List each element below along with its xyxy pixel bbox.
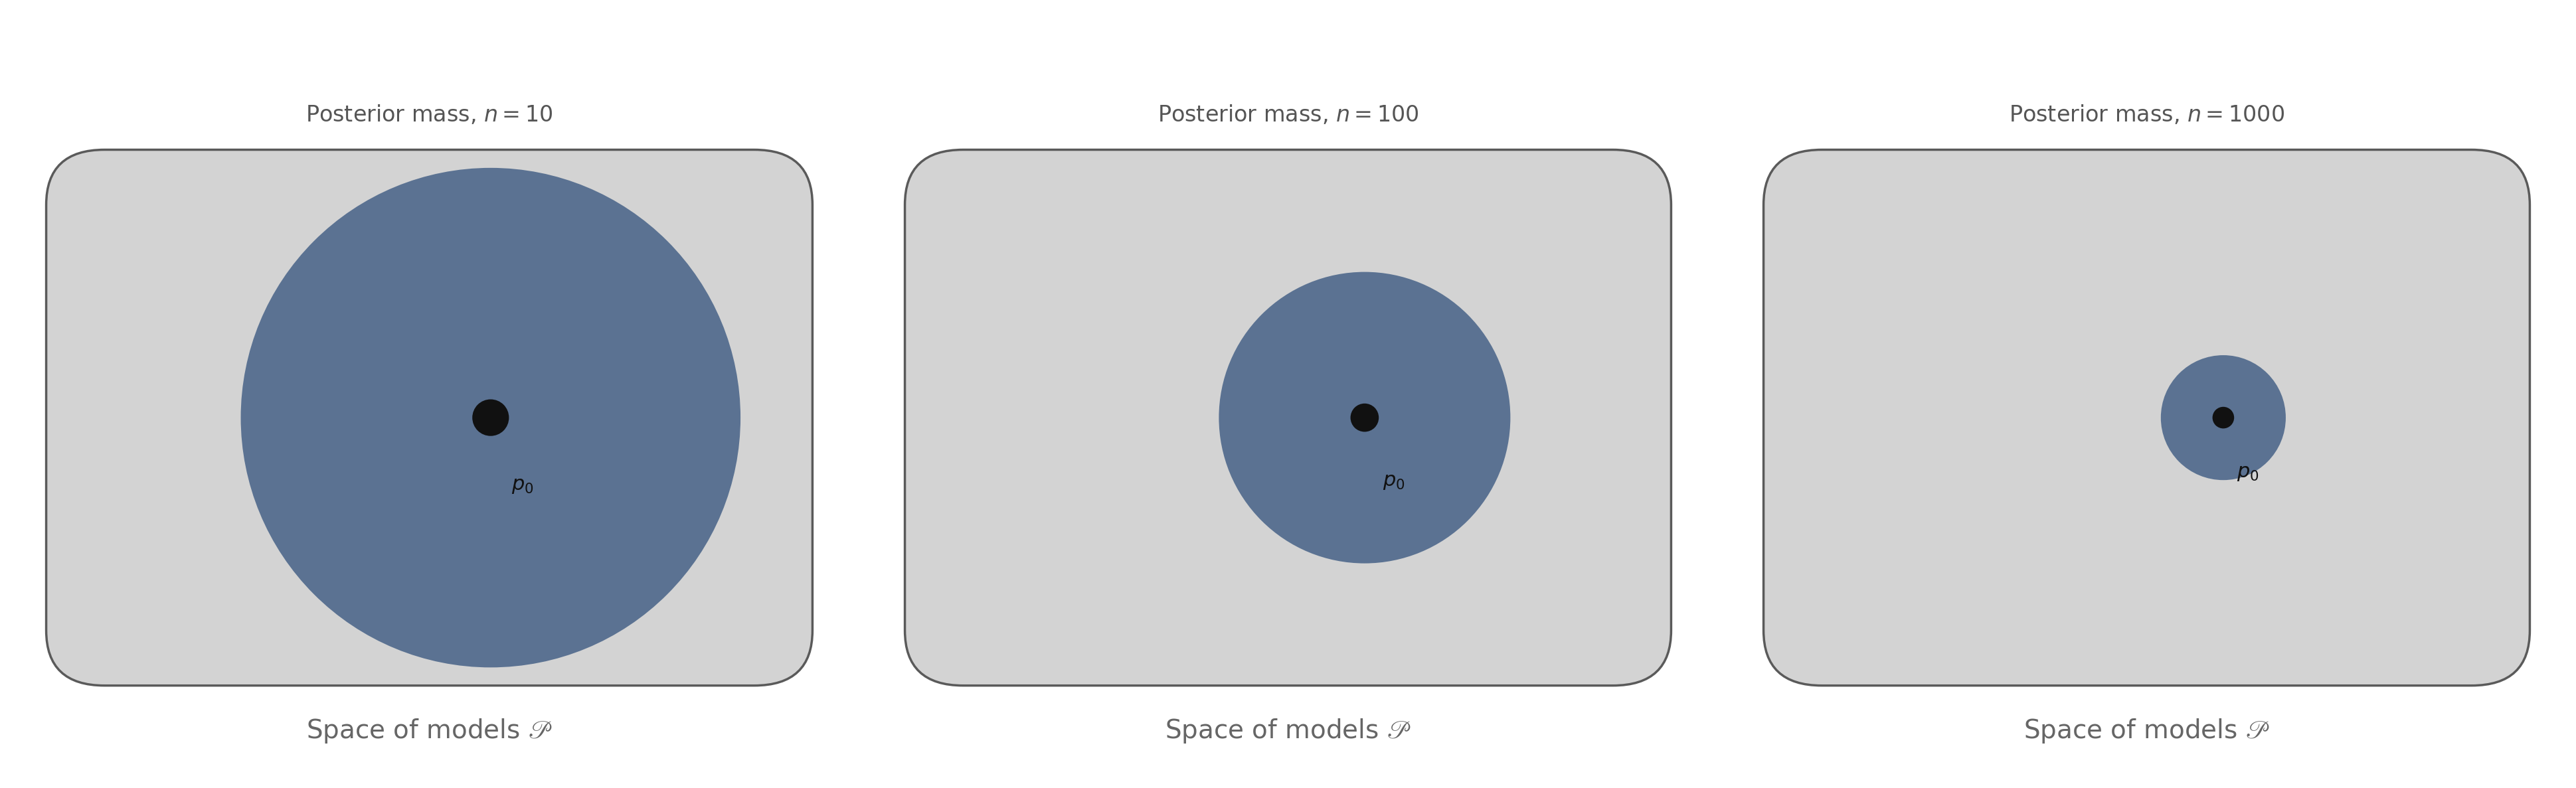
Text: Posterior mass, $n = 100$: Posterior mass, $n = 100$ bbox=[1157, 103, 1419, 126]
Text: Space of models $\mathscr{P}$: Space of models $\mathscr{P}$ bbox=[1164, 717, 1412, 745]
Ellipse shape bbox=[240, 168, 739, 667]
Ellipse shape bbox=[1350, 403, 1378, 432]
Text: Space of models $\mathscr{P}$: Space of models $\mathscr{P}$ bbox=[307, 717, 551, 745]
Text: Space of models $\mathscr{P}$: Space of models $\mathscr{P}$ bbox=[2025, 717, 2269, 745]
Text: $p_0$: $p_0$ bbox=[2236, 463, 2259, 483]
FancyBboxPatch shape bbox=[46, 150, 811, 686]
Text: Posterior mass, $n = 10$: Posterior mass, $n = 10$ bbox=[307, 103, 554, 126]
Text: $p_0$: $p_0$ bbox=[513, 476, 533, 495]
FancyBboxPatch shape bbox=[1765, 150, 2530, 686]
Text: $p_0$: $p_0$ bbox=[1383, 472, 1406, 491]
Ellipse shape bbox=[1218, 272, 1510, 563]
Ellipse shape bbox=[471, 400, 510, 436]
FancyBboxPatch shape bbox=[904, 150, 1672, 686]
Text: Posterior mass, $n = 1000$: Posterior mass, $n = 1000$ bbox=[2009, 103, 2285, 126]
Ellipse shape bbox=[2161, 355, 2285, 480]
Ellipse shape bbox=[2213, 407, 2233, 429]
